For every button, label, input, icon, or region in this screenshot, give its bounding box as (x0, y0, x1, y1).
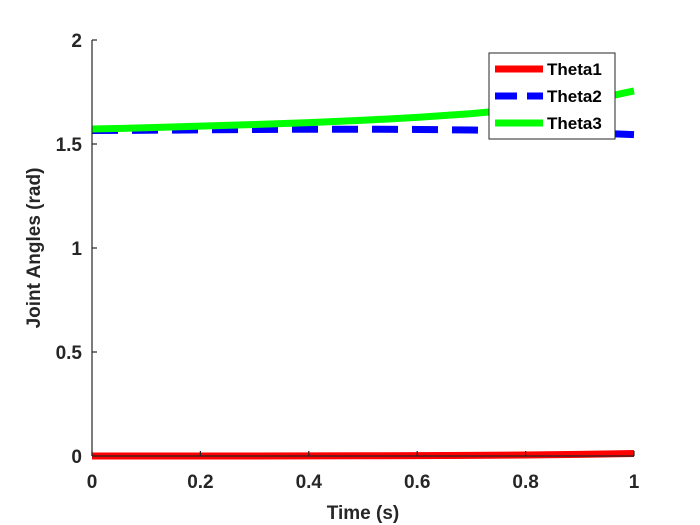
legend: Theta1 Theta2 Theta3 (488, 52, 616, 140)
x-axis-label: Time (s) (327, 503, 400, 524)
legend-label-theta2: Theta2 (547, 87, 602, 106)
x-tick-label: 0 (87, 472, 98, 493)
legend-label-theta1: Theta1 (547, 60, 602, 79)
y-ticks: 0 0.5 1 1.5 2 (56, 31, 97, 468)
y-axis-label: Joint Angles (rad) (24, 168, 45, 329)
legend-label-theta3: Theta3 (547, 114, 602, 133)
series-lines (91, 87, 635, 460)
y-tick-label: 1.5 (56, 135, 83, 156)
y-tick-label: 2 (71, 31, 82, 52)
x-tick-label: 0.6 (404, 472, 430, 493)
x-tick-label: 1 (629, 472, 640, 493)
y-tick-label: 1 (71, 239, 82, 260)
x-tick-label: 0.2 (187, 472, 213, 493)
x-tick-label: 0.8 (512, 472, 538, 493)
x-tick-label: 0.4 (296, 472, 323, 493)
y-tick-label: 0.5 (56, 343, 83, 364)
y-tick-label: 0 (71, 447, 82, 468)
x-ticks: 0 0.2 0.4 0.6 0.8 1 (87, 451, 640, 493)
